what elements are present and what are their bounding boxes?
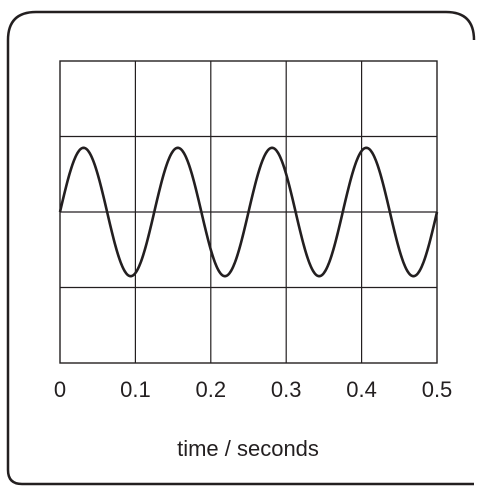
x-tick-labels: 0 0.1 0.2 0.3 0.4 0.5	[54, 377, 452, 402]
x-axis-label: time / seconds	[177, 436, 319, 461]
x-tick-label: 0.2	[196, 377, 227, 402]
waveform-trace	[58, 146, 439, 278]
x-tick-label: 0.4	[346, 377, 377, 402]
x-tick-label: 0	[54, 377, 66, 402]
screen-frame-bottom	[6, 469, 474, 486]
x-tick-label: 0.1	[120, 377, 151, 402]
screen-frame	[6, 10, 476, 470]
x-tick-label: 0.5	[422, 377, 453, 402]
x-tick-label: 0.3	[271, 377, 302, 402]
trace-group	[58, 146, 439, 278]
